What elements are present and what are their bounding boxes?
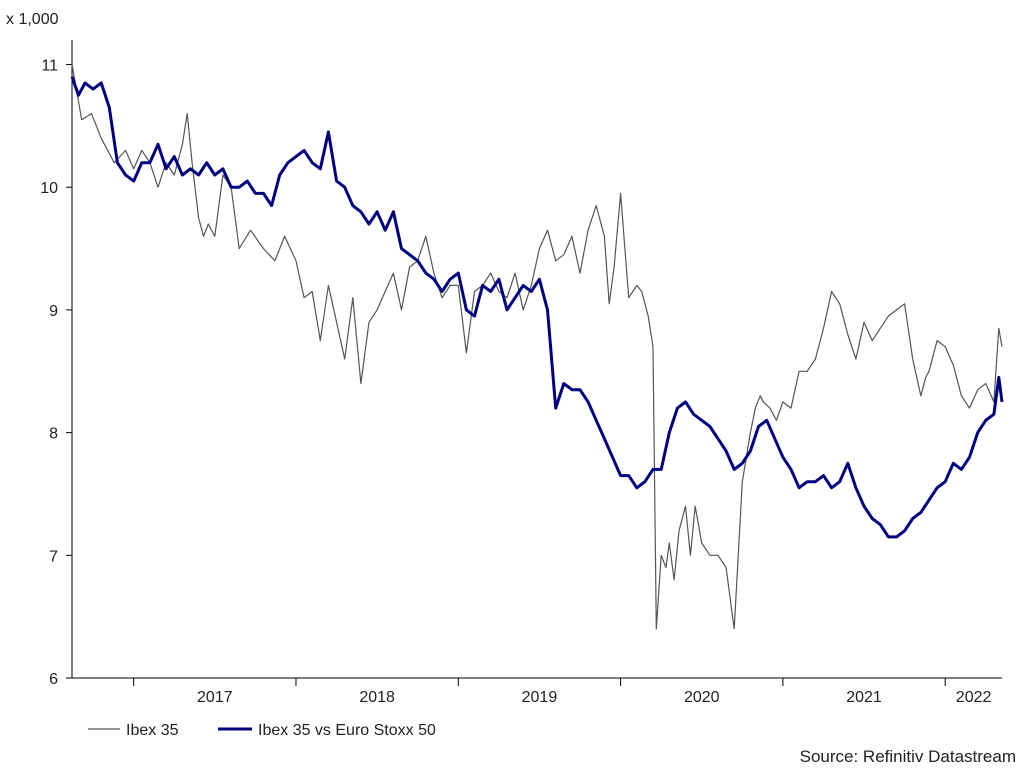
legend: Ibex 35 Ibex 35 vs Euro Stoxx 50: [88, 722, 436, 739]
y-axis-ticks: 6 7 8 9 10 11: [40, 58, 72, 688]
x-tick-label: 2020: [684, 689, 720, 706]
x-tick-label: 2021: [846, 689, 882, 706]
y-tick-label: 9: [49, 303, 58, 320]
x-tick-label: 2019: [522, 689, 558, 706]
x-tick-label: 2018: [359, 689, 395, 706]
series-line-ibex-35: [71, 64, 1003, 630]
y-tick-label: 8: [49, 426, 58, 443]
x-axis-ticks: 2017 2018 2019 2020 2021 2022: [133, 678, 992, 706]
legend-label-ibex-35-vs-euro-stoxx-50: Ibex 35 vs Euro Stoxx 50: [258, 722, 436, 739]
series-line-ibex-35-vs-euro-stoxx-50: [70, 76, 1004, 539]
y-tick-label: 6: [49, 671, 58, 688]
legend-label-ibex-35: Ibex 35: [126, 722, 179, 739]
x-tick-label: 2022: [956, 689, 992, 706]
source-note: Source: Refinitiv Datastream: [800, 747, 1016, 766]
y-unit-label: x 1,000: [6, 11, 59, 28]
y-tick-label: 7: [49, 548, 58, 565]
y-tick-label: 11: [41, 58, 58, 75]
x-tick-label: 2017: [197, 689, 233, 706]
y-tick-label: 10: [40, 180, 58, 197]
